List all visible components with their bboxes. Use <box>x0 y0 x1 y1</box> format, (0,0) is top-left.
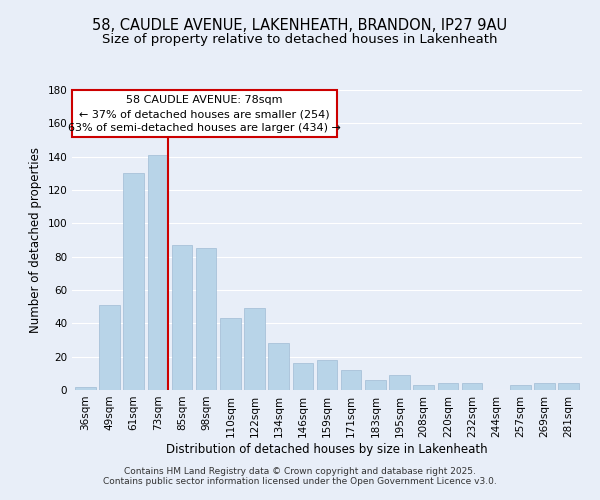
Bar <box>389 375 410 390</box>
Text: 63% of semi-detached houses are larger (434) →: 63% of semi-detached houses are larger (… <box>68 123 341 133</box>
Text: Size of property relative to detached houses in Lakenheath: Size of property relative to detached ho… <box>102 32 498 46</box>
Bar <box>244 308 265 390</box>
Bar <box>124 174 144 390</box>
Text: 58 CAUDLE AVENUE: 78sqm: 58 CAUDLE AVENUE: 78sqm <box>127 96 283 106</box>
X-axis label: Distribution of detached houses by size in Lakenheath: Distribution of detached houses by size … <box>166 442 488 456</box>
FancyBboxPatch shape <box>72 90 337 136</box>
Text: 58, CAUDLE AVENUE, LAKENHEATH, BRANDON, IP27 9AU: 58, CAUDLE AVENUE, LAKENHEATH, BRANDON, … <box>92 18 508 32</box>
Bar <box>534 384 555 390</box>
Text: ← 37% of detached houses are smaller (254): ← 37% of detached houses are smaller (25… <box>79 110 330 120</box>
Bar <box>365 380 386 390</box>
Text: Contains HM Land Registry data © Crown copyright and database right 2025.: Contains HM Land Registry data © Crown c… <box>124 467 476 476</box>
Y-axis label: Number of detached properties: Number of detached properties <box>29 147 42 333</box>
Bar <box>148 155 168 390</box>
Bar <box>220 318 241 390</box>
Bar <box>559 384 579 390</box>
Bar <box>293 364 313 390</box>
Text: Contains public sector information licensed under the Open Government Licence v3: Contains public sector information licen… <box>103 477 497 486</box>
Bar <box>99 305 120 390</box>
Bar <box>462 384 482 390</box>
Bar <box>437 384 458 390</box>
Bar <box>341 370 361 390</box>
Bar <box>196 248 217 390</box>
Bar <box>268 344 289 390</box>
Bar <box>317 360 337 390</box>
Bar <box>413 385 434 390</box>
Bar <box>510 385 530 390</box>
Bar <box>172 245 192 390</box>
Bar <box>75 386 95 390</box>
